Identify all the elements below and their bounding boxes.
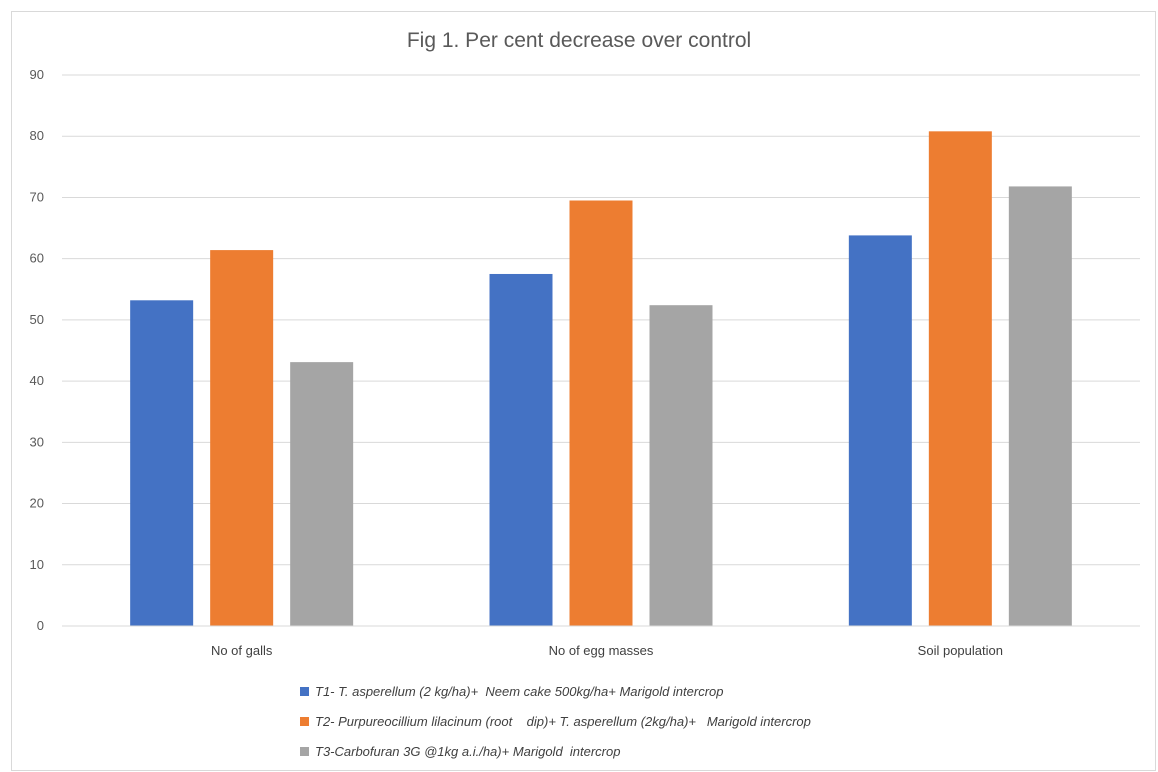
bar xyxy=(649,305,713,626)
legend-label: T1- T. asperellum (2 kg/ha)+ Neem cake 5… xyxy=(315,683,724,699)
y-tick-label: 0 xyxy=(37,618,44,633)
bar xyxy=(848,235,912,626)
bar xyxy=(290,362,354,626)
bar xyxy=(210,250,274,626)
y-tick-label: 90 xyxy=(30,67,44,82)
legend-item: T1- T. asperellum (2 kg/ha)+ Neem cake 5… xyxy=(300,682,811,700)
bar xyxy=(928,131,992,626)
bar xyxy=(1008,186,1072,626)
bar xyxy=(489,273,553,626)
y-tick-label: 70 xyxy=(30,189,44,204)
y-tick-label: 60 xyxy=(30,251,44,266)
chart-legend: T1- T. asperellum (2 kg/ha)+ Neem cake 5… xyxy=(300,682,811,772)
legend-label: T2- Purpureocillium lilacinum (root dip)… xyxy=(315,713,811,729)
legend-swatch xyxy=(300,716,309,726)
legend-label: T3-Carbofuran 3G @1kg a.i./ha)+ Marigold… xyxy=(315,743,621,759)
y-tick-label: 50 xyxy=(30,312,44,327)
y-tick-label: 40 xyxy=(30,373,44,388)
y-tick-label: 10 xyxy=(30,557,44,572)
x-tick-label: Soil population xyxy=(918,643,1003,658)
y-tick-label: 80 xyxy=(30,128,44,143)
x-tick-label: No of galls xyxy=(211,643,273,658)
bar xyxy=(130,300,194,626)
legend-swatch xyxy=(300,746,309,756)
legend-swatch xyxy=(300,686,309,696)
bar xyxy=(569,200,633,626)
legend-item: T2- Purpureocillium lilacinum (root dip)… xyxy=(300,712,811,730)
y-tick-label: 20 xyxy=(30,496,44,511)
chart-title: Fig 1. Per cent decrease over control xyxy=(406,29,752,52)
x-tick-label: No of egg masses xyxy=(549,643,654,658)
legend-item: T3-Carbofuran 3G @1kg a.i./ha)+ Marigold… xyxy=(300,742,811,760)
y-tick-label: 30 xyxy=(30,434,44,449)
